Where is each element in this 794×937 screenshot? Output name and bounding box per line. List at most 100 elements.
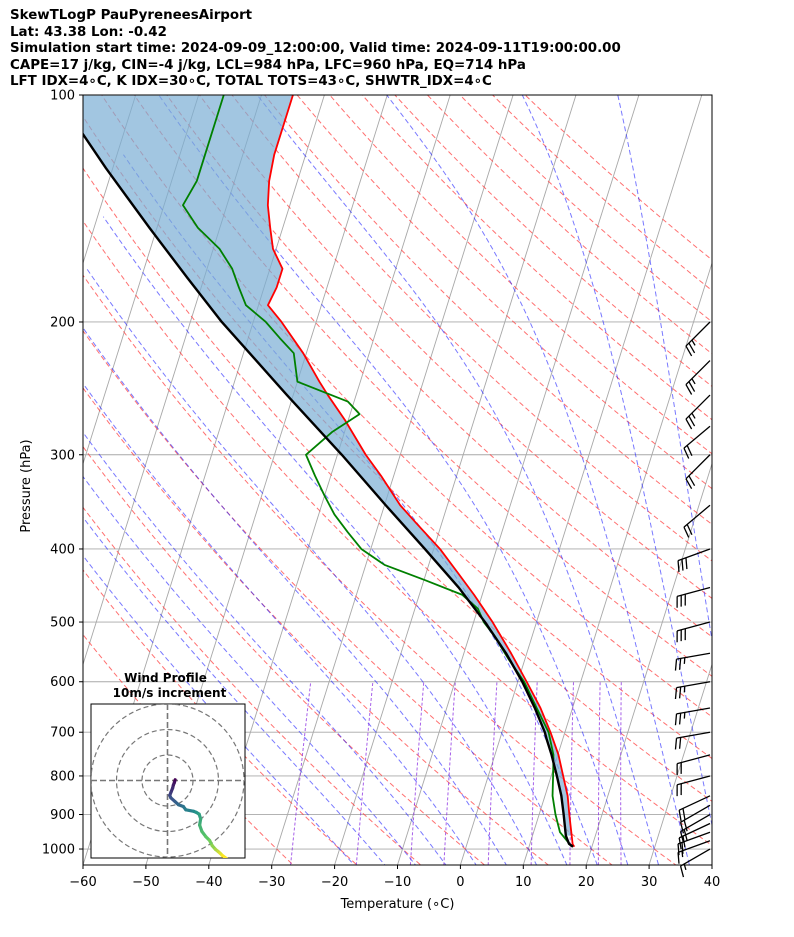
wind-barb <box>679 813 711 843</box>
wind-barb-flag <box>678 686 682 699</box>
parcel-path-line <box>83 132 574 848</box>
location-line: Lat: 43.38 Lon: -0.42 <box>10 24 167 40</box>
y-axis-label: Pressure (hPa) <box>19 439 34 532</box>
y-tick-label: 600 <box>50 675 75 690</box>
wind-barb-staff <box>677 548 711 562</box>
x-tick-label: 40 <box>704 875 721 890</box>
dry-adiabat-line <box>263 95 712 525</box>
moist-adiabat-line <box>83 475 417 865</box>
wind-barb-flag <box>677 560 680 573</box>
wind-barb-staff <box>676 707 711 715</box>
wind-barb-staff <box>677 840 711 853</box>
axes: −60 −50 −40 −30 −20 −10 0 10 20 30 40 1000 900 800 700… <box>19 89 720 913</box>
dewpoint-line <box>182 95 573 848</box>
wind-barb <box>674 731 711 750</box>
isotherm-line <box>711 863 712 865</box>
wind-barb-half-flag <box>691 412 696 419</box>
wind-barb-flag <box>679 865 685 878</box>
x-tick-label: −30 <box>258 875 285 890</box>
wind-barb-flag <box>674 738 678 750</box>
y-tick-label: 1000 <box>42 843 75 858</box>
wind-barb-flag <box>674 659 678 671</box>
isotherm-line <box>459 95 703 865</box>
dry-adiabat-line <box>83 274 677 865</box>
y-tick-label: 800 <box>50 769 75 784</box>
x-tick-label: 10 <box>515 875 532 890</box>
hodograph-plot <box>91 704 245 858</box>
wind-barb <box>683 425 711 459</box>
x-tick-label: −60 <box>69 875 96 890</box>
x-tick-label: −50 <box>132 875 159 890</box>
wind-barb-flag <box>685 478 693 490</box>
mixing-ratio-line <box>530 681 538 865</box>
wind-barb-flag <box>678 810 682 822</box>
x-tick-label: 30 <box>641 875 658 890</box>
isotherm-line <box>770 22 794 880</box>
cape-area <box>83 95 572 836</box>
wind-barb-flag <box>682 808 686 820</box>
wind-barb-half-flag <box>691 339 696 346</box>
moist-adiabat-line <box>617 95 712 643</box>
chart-header: SkewTLogP PauPyreneesAirport Lat: 43.38 … <box>10 8 621 91</box>
wind-barb-flag <box>682 835 686 848</box>
wind-barb-staff <box>685 321 711 347</box>
wind-barb <box>674 707 711 726</box>
x-axis-label: Temperature (∘C) <box>340 897 455 912</box>
mixing-ratio-line <box>355 681 374 865</box>
x-tick-label: 0 <box>456 875 464 890</box>
moist-adiabat-line <box>386 95 690 865</box>
wind-barb <box>676 586 711 608</box>
mixing-ratio-line <box>409 681 425 865</box>
mixing-ratio-line <box>597 681 601 865</box>
hodograph-subtitle: 10m/s increment <box>113 686 227 700</box>
wind-barb-staff <box>683 425 711 449</box>
wind-barb-staff <box>676 754 711 765</box>
x-tick-label: −10 <box>384 875 411 890</box>
x-tick-label: −40 <box>195 875 222 890</box>
x-tick-label: 20 <box>578 875 595 890</box>
dry-adiabat-line <box>329 95 712 455</box>
moist-adiabat-line <box>158 95 629 865</box>
wind-barb <box>676 754 711 776</box>
moist-adiabat-line <box>83 431 447 865</box>
wind-barb-half-flag <box>691 378 696 385</box>
wind-barb <box>676 621 711 643</box>
wind-barb <box>678 822 711 850</box>
wind-barb-flag <box>683 820 688 832</box>
wind-barb-flag <box>677 843 680 856</box>
y-tick-label: 500 <box>50 616 75 631</box>
mixing-ratio-line <box>569 681 574 865</box>
wind-barb-staff <box>676 681 711 689</box>
wind-barb <box>685 321 711 357</box>
dry-adiabat-line <box>296 95 712 490</box>
mixing-ratio-line <box>290 681 312 865</box>
wind-barb-flag <box>688 342 696 354</box>
y-tick-label: 700 <box>50 726 75 741</box>
dry-adiabat-line <box>83 167 712 802</box>
wind-barb-staff <box>685 360 711 386</box>
moist-adiabat-line <box>521 95 712 828</box>
hodograph-title: Wind Profile <box>124 671 207 685</box>
wind-barb-flag <box>688 415 696 427</box>
wind-barb <box>674 652 711 671</box>
mixing-ratio-line <box>487 681 498 865</box>
wind-barb-staff <box>685 394 711 420</box>
wind-barb-flag <box>683 829 688 841</box>
wind-barb <box>677 548 711 573</box>
wind-barbs <box>674 321 711 878</box>
dry-adiabat-line <box>426 95 712 355</box>
wind-barb-staff <box>676 775 711 786</box>
wind-barb-flag <box>685 345 693 357</box>
y-tick-label: 400 <box>50 542 75 557</box>
wind-barb-staff <box>676 586 711 597</box>
mixing-ratio-line <box>620 681 622 865</box>
isotherm-line <box>397 95 640 865</box>
wind-barb <box>685 360 711 395</box>
moist-adiabat-line <box>83 382 477 865</box>
dry-adiabat-line <box>361 95 712 421</box>
isotherm-line <box>585 462 712 865</box>
wind-barb-flag <box>678 713 682 725</box>
wind-barb-flag <box>686 524 693 536</box>
wind-barb-staff <box>680 848 711 867</box>
